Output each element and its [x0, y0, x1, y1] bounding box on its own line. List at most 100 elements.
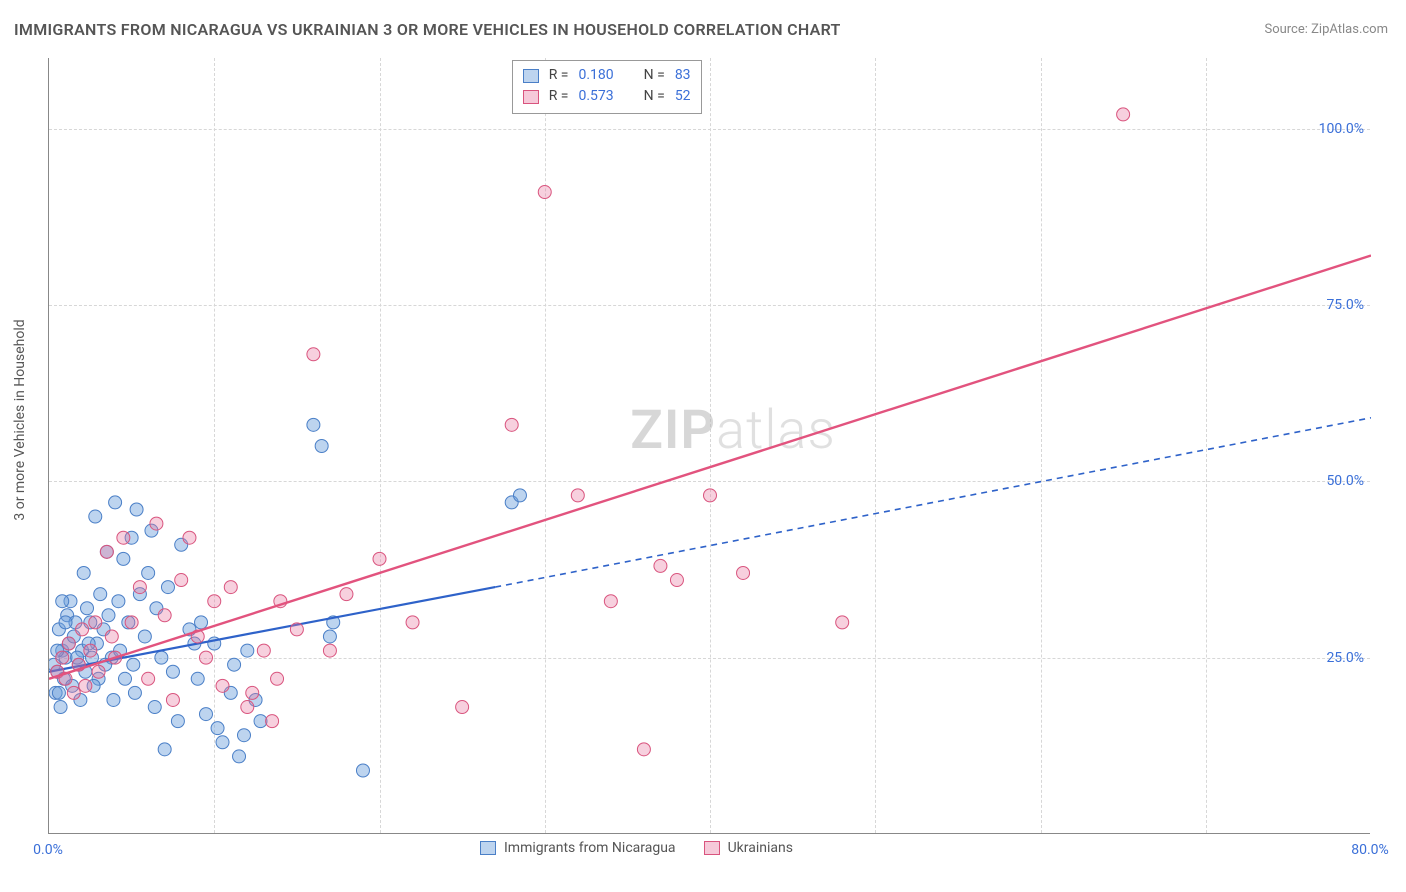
- data-point: [158, 609, 171, 622]
- data-point: [1117, 108, 1130, 121]
- data-point: [406, 616, 419, 629]
- data-point: [216, 736, 229, 749]
- data-point: [246, 686, 259, 699]
- data-point: [216, 679, 229, 692]
- data-point: [704, 489, 717, 502]
- data-point: [109, 496, 122, 509]
- data-point: [138, 630, 151, 643]
- data-point: [92, 665, 105, 678]
- data-point: [571, 489, 584, 502]
- data-point: [604, 595, 617, 608]
- data-point: [208, 595, 221, 608]
- data-point: [373, 552, 386, 565]
- stat-r-value: 0.573: [578, 86, 613, 107]
- data-point: [290, 623, 303, 636]
- data-point: [356, 764, 369, 777]
- x-tick-label: 0.0%: [33, 842, 63, 858]
- regression-line-extrapolated: [495, 418, 1371, 587]
- data-point: [254, 715, 267, 728]
- data-point: [161, 581, 174, 594]
- stats-legend-box: R = 0.180 N = 83 R = 0.573 N = 52: [512, 60, 702, 114]
- data-point: [637, 743, 650, 756]
- y-tick-label: 75.0%: [1326, 297, 1364, 313]
- data-point: [513, 489, 526, 502]
- data-point: [94, 588, 107, 601]
- data-point: [654, 559, 667, 572]
- x-axis-legend: Immigrants from Nicaragua Ukrainians: [480, 840, 793, 856]
- data-point: [127, 658, 140, 671]
- regression-line: [49, 256, 1371, 679]
- swatch-pink: [523, 90, 539, 104]
- data-point: [257, 644, 270, 657]
- legend-label: Ukrainians: [728, 840, 793, 856]
- data-point: [456, 701, 469, 714]
- stat-n-label: N =: [644, 86, 665, 107]
- y-tick-label: 25.0%: [1326, 650, 1364, 666]
- data-point: [237, 729, 250, 742]
- data-point: [117, 552, 130, 565]
- data-point: [142, 672, 155, 685]
- data-point: [56, 651, 69, 664]
- legend-item: Ukrainians: [704, 840, 793, 856]
- data-point: [62, 637, 75, 650]
- data-point: [171, 715, 184, 728]
- x-tick-label: 80.0%: [1351, 842, 1389, 858]
- data-point: [102, 609, 115, 622]
- stat-n-value: 52: [675, 86, 691, 107]
- data-point: [89, 510, 102, 523]
- data-point: [175, 574, 188, 587]
- scatter-chart: [49, 58, 1371, 834]
- data-point: [142, 566, 155, 579]
- stat-n-value: 83: [675, 65, 691, 86]
- data-point: [228, 658, 241, 671]
- legend-label: Immigrants from Nicaragua: [504, 840, 676, 856]
- stat-r-label: R =: [549, 65, 569, 86]
- data-point: [211, 722, 224, 735]
- y-tick-label: 100.0%: [1319, 121, 1364, 137]
- data-point: [323, 630, 336, 643]
- stat-row: R = 0.573 N = 52: [523, 86, 691, 107]
- data-point: [183, 531, 196, 544]
- data-point: [125, 616, 138, 629]
- data-point: [505, 418, 518, 431]
- data-point: [84, 644, 97, 657]
- chart-title: IMMIGRANTS FROM NICARAGUA VS UKRAINIAN 3…: [14, 20, 841, 39]
- data-point: [315, 440, 328, 453]
- data-point: [67, 686, 80, 699]
- data-point: [191, 672, 204, 685]
- data-point: [77, 566, 90, 579]
- data-point: [54, 701, 67, 714]
- legend-item: Immigrants from Nicaragua: [480, 840, 676, 856]
- data-point: [241, 644, 254, 657]
- data-point: [119, 672, 132, 685]
- data-point: [340, 588, 353, 601]
- swatch-pink: [704, 841, 720, 855]
- data-point: [79, 679, 92, 692]
- data-point: [56, 595, 69, 608]
- stat-row: R = 0.180 N = 83: [523, 65, 691, 86]
- data-point: [148, 701, 161, 714]
- data-point: [150, 517, 163, 530]
- data-point: [307, 418, 320, 431]
- data-point: [166, 665, 179, 678]
- plot-area: ZIPatlas R =0.180N =83R =0.573N =52 25.0…: [48, 58, 1370, 834]
- stat-n-label: N =: [644, 65, 665, 86]
- data-point: [166, 693, 179, 706]
- data-point: [158, 743, 171, 756]
- data-point: [241, 701, 254, 714]
- data-point: [112, 595, 125, 608]
- source-label: Source: ZipAtlas.com: [1264, 22, 1388, 37]
- stat-r-value: 0.180: [578, 65, 613, 86]
- data-point: [100, 545, 113, 558]
- data-point: [195, 616, 208, 629]
- y-axis-title: 3 or more Vehicles in Household: [12, 319, 28, 520]
- data-point: [128, 686, 141, 699]
- stat-r-label: R =: [549, 86, 569, 107]
- data-point: [670, 574, 683, 587]
- data-point: [323, 644, 336, 657]
- data-point: [52, 686, 65, 699]
- data-point: [117, 531, 130, 544]
- data-point: [538, 186, 551, 199]
- data-point: [105, 630, 118, 643]
- data-point: [266, 715, 279, 728]
